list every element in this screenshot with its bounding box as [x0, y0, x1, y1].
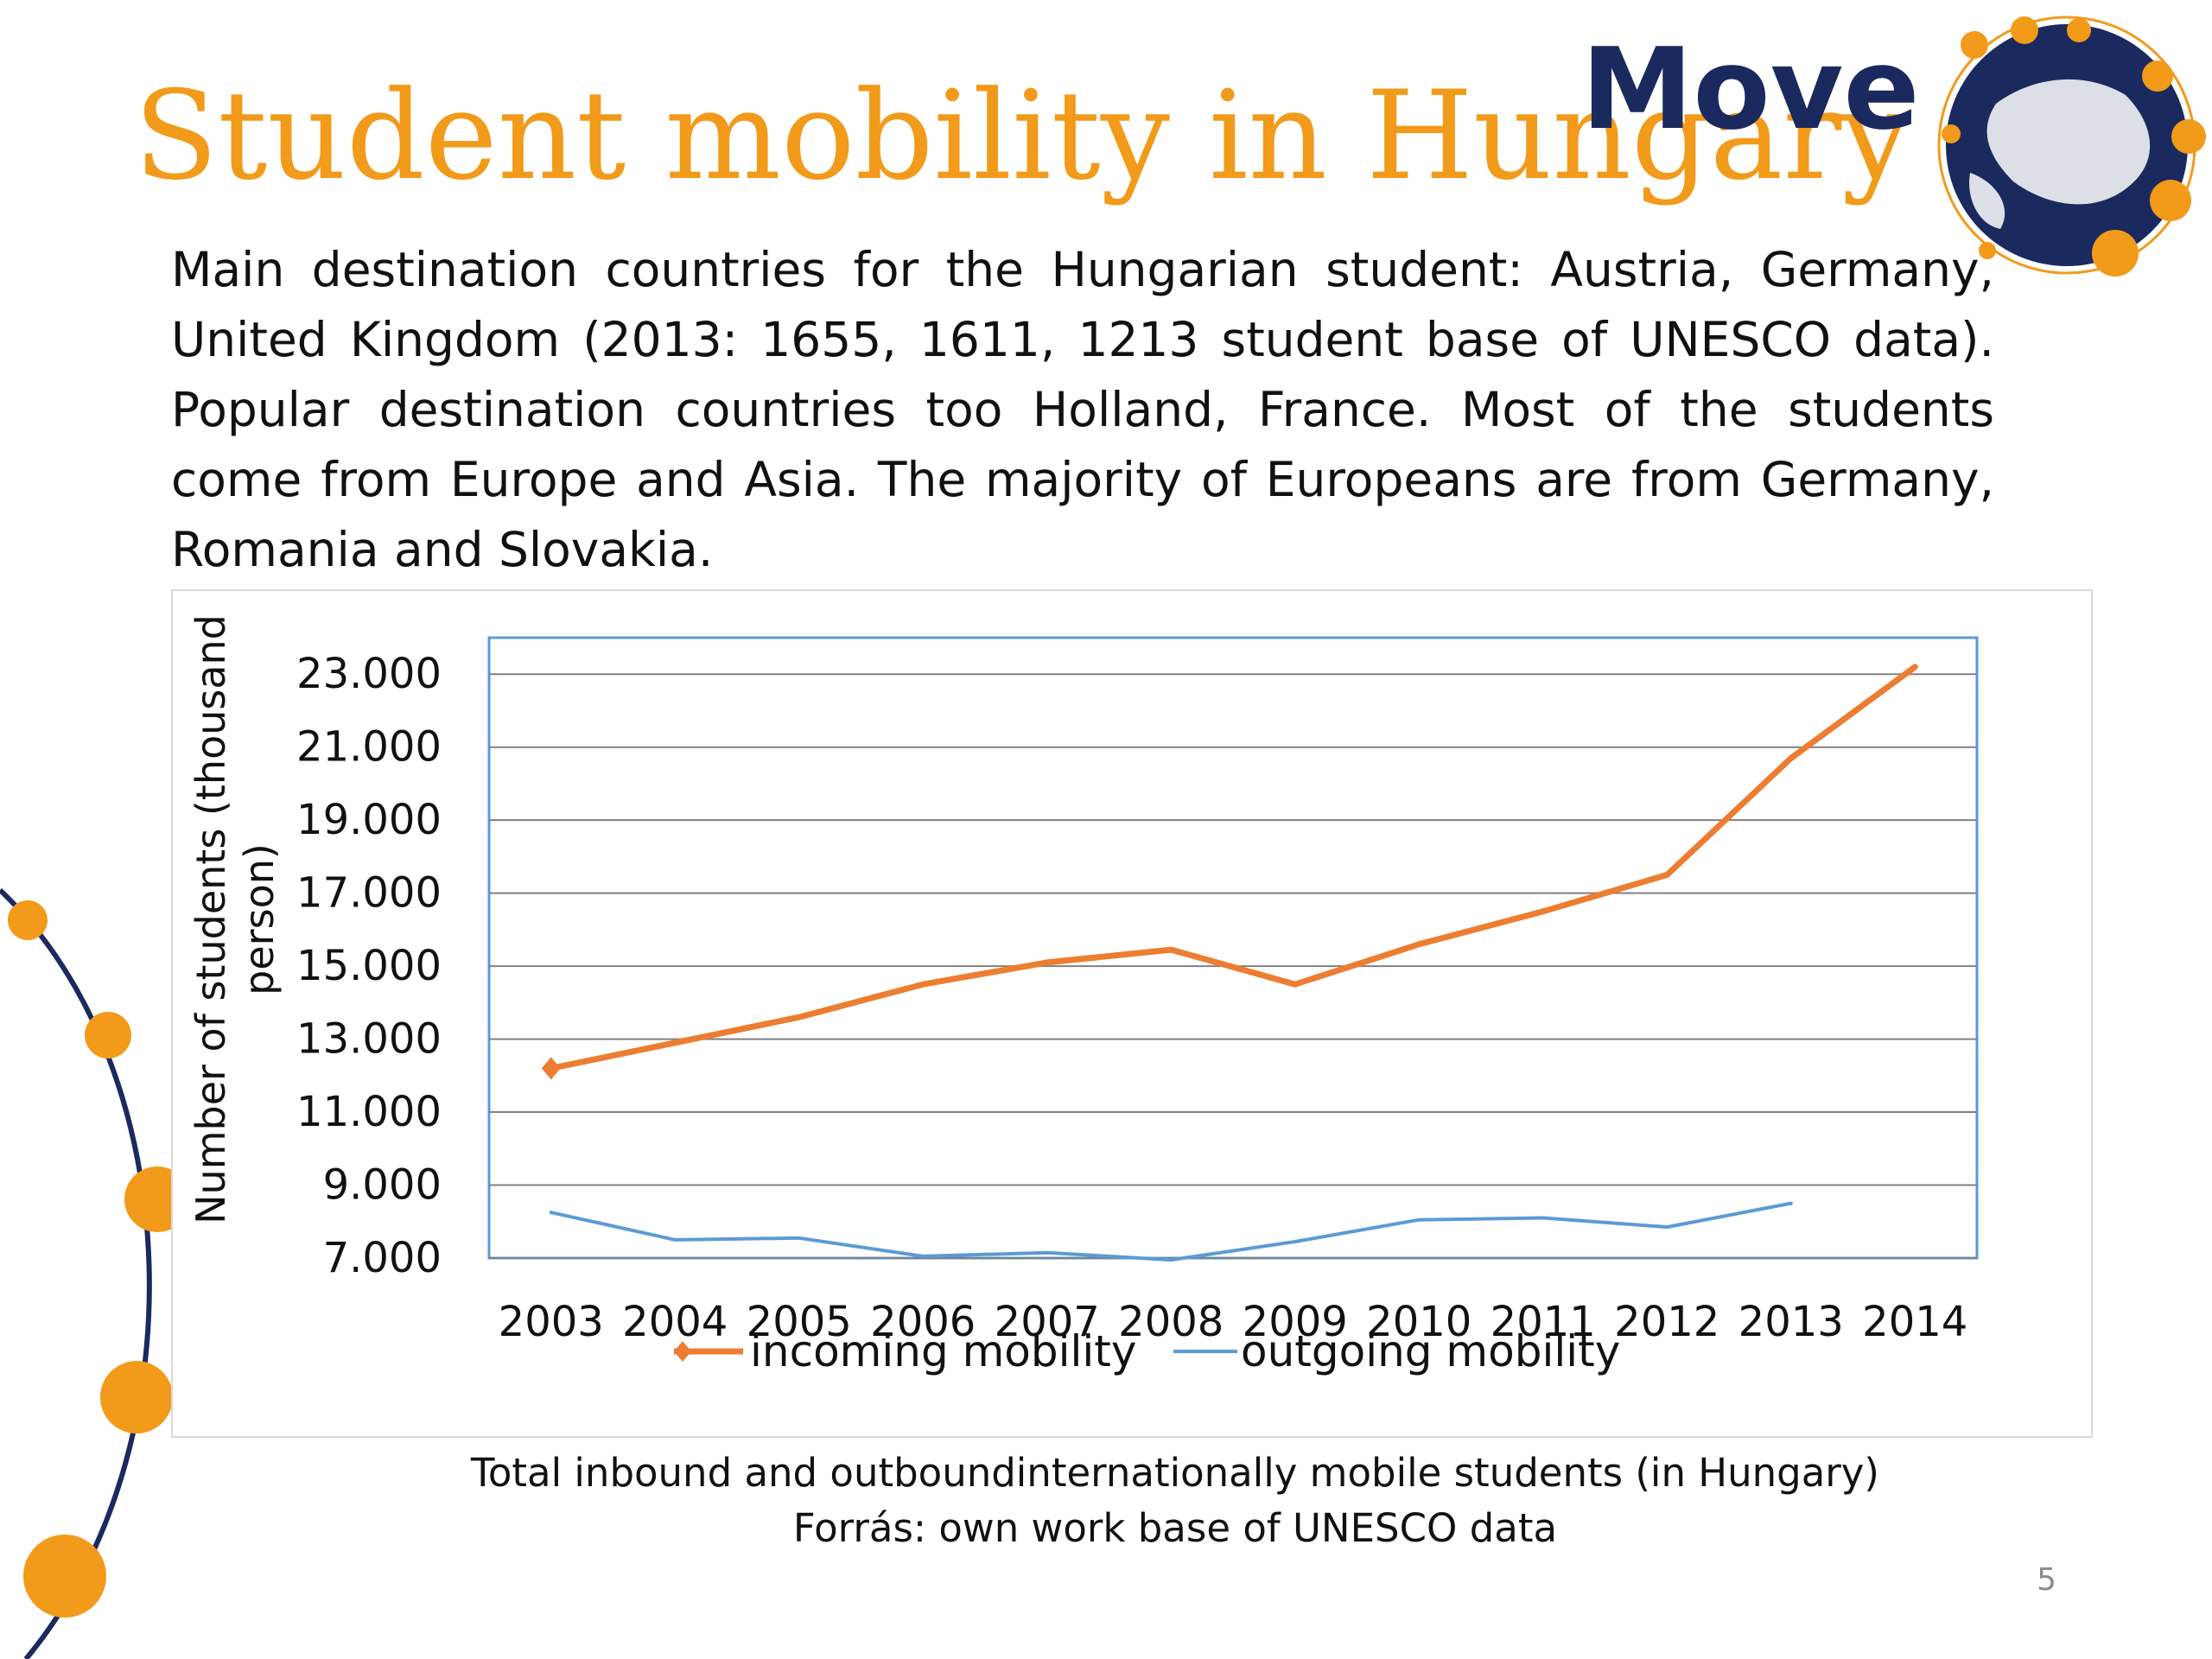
slide-number: 5 — [2037, 1562, 2056, 1598]
move-logo: Move — [1581, 16, 2206, 276]
source-note: Forrás: own work base of UNESCO data — [792, 1505, 1558, 1551]
y-tick-label: 19.000 — [296, 796, 442, 844]
y-tick-label: 21.000 — [296, 723, 442, 772]
x-tick-label: 2010 — [1366, 1298, 1471, 1346]
x-tick-label: 2007 — [995, 1298, 1100, 1346]
y-tick-label: 9.000 — [323, 1161, 442, 1210]
x-tick-label: 2005 — [747, 1298, 852, 1346]
x-tick-label: 2014 — [1862, 1298, 1967, 1346]
x-tick-label: 2012 — [1614, 1298, 1719, 1346]
data-point-marker — [541, 1057, 561, 1080]
x-tick-label: 2003 — [499, 1298, 604, 1346]
line-chart: 7.000 9.000 11.000 13.000 15.000 17.000 19.000… — [188, 614, 1979, 1376]
x-tick-label: 2008 — [1118, 1298, 1224, 1346]
x-tick-label: 2009 — [1243, 1298, 1348, 1346]
orange-dot — [85, 1012, 131, 1058]
legend-label-incoming: incoming mobility — [750, 1326, 1137, 1376]
y-tick-label: 11.000 — [296, 1088, 442, 1136]
orange-dot — [100, 1361, 173, 1433]
plot-area-border — [487, 636, 1979, 1260]
logo-text: Move — [1581, 23, 1920, 155]
body-paragraph: Main destination countries for the Hunga… — [171, 242, 1994, 577]
y-tick-label: 23.000 — [296, 650, 442, 698]
series-line-incoming — [548, 664, 1918, 1071]
legend-label-outgoing: outgoing mobility — [1241, 1326, 1620, 1376]
y-axis-title: Number of students (thousandperson) — [188, 614, 283, 1224]
x-tick-label: 2006 — [870, 1298, 976, 1346]
chart-area: 7.000 9.000 11.000 13.000 15.000 17.000 19.000… — [171, 589, 2093, 1438]
y-tick-label: 15.000 — [296, 942, 442, 990]
orange-dot — [23, 1535, 106, 1618]
x-tick-label: 2011 — [1491, 1298, 1596, 1346]
y-tick-label: 7.000 — [323, 1234, 442, 1282]
orange-dot — [8, 900, 48, 940]
chart-caption: Total inbound and outboundinternationall… — [471, 1450, 1879, 1496]
y-tick-label: 17.000 — [296, 869, 442, 918]
y-tick-label: 13.000 — [296, 1015, 442, 1064]
x-tick-label: 2013 — [1738, 1298, 1844, 1346]
legend-marker — [674, 1341, 691, 1362]
slide-title: Student mobility in Hungary — [134, 65, 1911, 207]
x-tick-label: 2004 — [622, 1298, 728, 1346]
series-line-outgoing — [549, 1201, 1793, 1262]
